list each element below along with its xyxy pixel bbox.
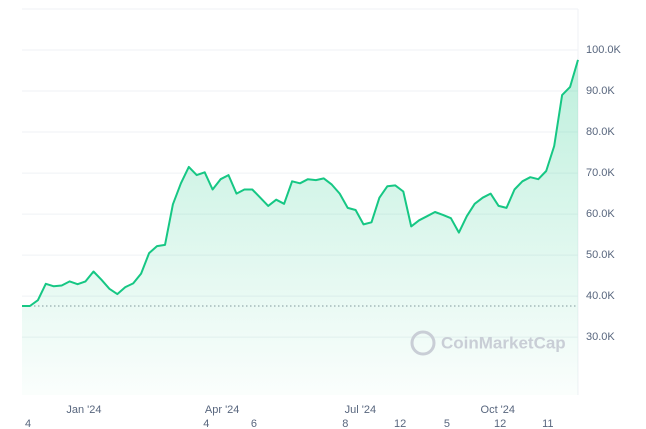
watermark-text: CoinMarketCap — [441, 333, 566, 352]
x-tick-label: Apr '24 — [205, 404, 240, 416]
y-tick-label: 50.0K — [586, 249, 615, 261]
price-line — [22, 59, 579, 307]
y-tick-label: 30.0K — [586, 331, 615, 343]
watermark-logo — [410, 330, 436, 356]
area-fill — [22, 59, 578, 396]
x-tick-label: Jan '24 — [66, 404, 101, 416]
x-tick-label: 8 — [342, 418, 348, 429]
x-tick-label: 5 — [444, 418, 450, 429]
x-tick-label: Jul '24 — [345, 404, 376, 416]
x-tick-label: 4 — [203, 418, 209, 429]
x-tick-label: Oct '24 — [481, 404, 516, 416]
x-tick-label: 4 — [25, 418, 31, 429]
x-tick-label: 6 — [251, 418, 257, 429]
x-tick-label: 12 — [494, 418, 506, 429]
y-tick-label: 40.0K — [586, 290, 615, 302]
y-tick-label: 90.0K — [586, 85, 615, 97]
y-tick-label: 100.0K — [586, 44, 622, 56]
x-tick-label: 12 — [394, 418, 406, 429]
y-tick-label: 80.0K — [586, 126, 615, 138]
y-tick-label: 60.0K — [586, 208, 615, 220]
x-tick-label: 11 — [542, 418, 553, 429]
watermark: CoinMarketCap — [410, 330, 566, 356]
y-tick-label: 70.0K — [586, 167, 615, 179]
